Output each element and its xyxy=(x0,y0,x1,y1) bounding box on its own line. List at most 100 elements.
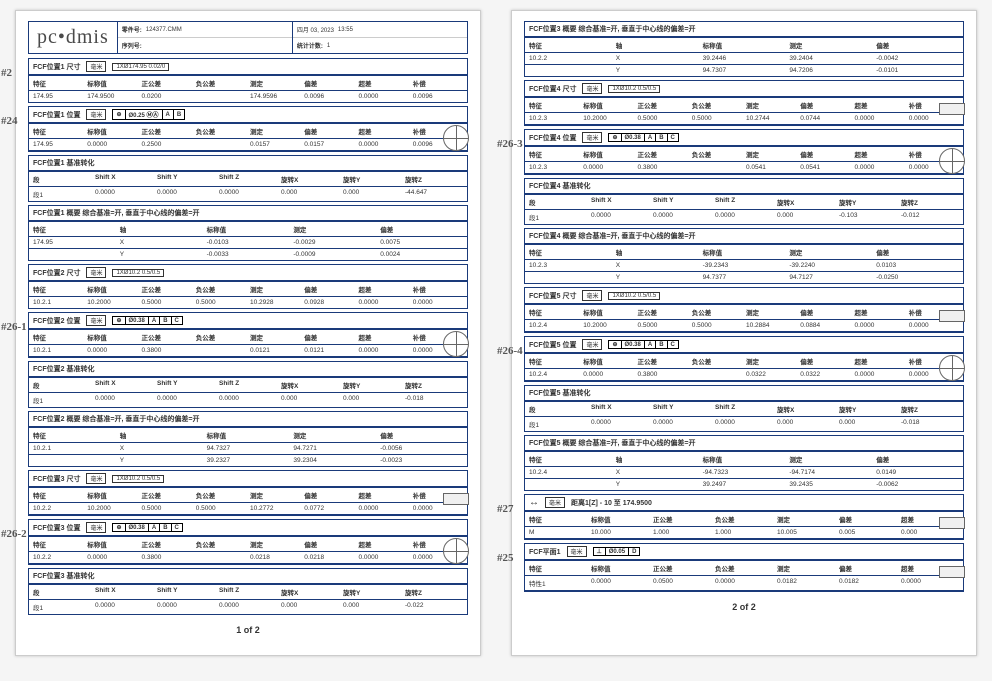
section-title: FCF位置4 尺寸毫米1XØ10.2 0.5/0.5 xyxy=(525,81,963,98)
column-header: 标称值 xyxy=(85,77,139,89)
data-cell: 10.2.1 xyxy=(31,346,85,355)
report-section: #2FCF位置1 尺寸毫米1XØ174.95 0.02/0特征标称值正公差负公差… xyxy=(28,58,468,103)
column-header-row: 特征轴标称值测定偏差 xyxy=(525,452,963,467)
column-header: 正公差 xyxy=(140,331,194,343)
data-cell: 39.2435 xyxy=(787,480,874,489)
column-header: 标称值 xyxy=(581,355,635,367)
column-header: 旋转Y xyxy=(837,196,899,208)
column-header: Shift X xyxy=(93,379,155,391)
unit-tag: 毫米 xyxy=(582,290,602,301)
data-row: 10.2.3X-39.2343-39.22400.0103 xyxy=(525,260,963,272)
handwritten-label: #27 xyxy=(497,503,514,515)
column-header: 标称值 xyxy=(589,562,651,574)
column-header: 轴 xyxy=(118,223,205,235)
data-cell: 0.0000 xyxy=(589,211,651,223)
data-row: 174.95174.95000.0200174.95960.00960.0000… xyxy=(29,91,467,102)
column-header: 测定 xyxy=(248,77,302,89)
data-cell: 0.0541 xyxy=(798,163,852,172)
report-section: FCF位置3 尺寸毫米1XØ10.2 0.5/0.5特征标称值正公差负公差测定偏… xyxy=(28,470,468,516)
column-header-row: 特征标称值正公差负公差测定偏差超差补偿 xyxy=(29,537,467,552)
data-cell: -94.7323 xyxy=(701,468,788,477)
data-cell: 0.0000 xyxy=(357,553,411,562)
unit-tag: 毫米 xyxy=(582,339,602,350)
data-cell xyxy=(690,370,744,379)
data-cell: 10.2.4 xyxy=(527,370,581,379)
column-header: 特征 xyxy=(527,355,581,367)
data-cell: 0.0322 xyxy=(798,370,852,379)
data-cell: 0.0000 xyxy=(713,418,775,430)
data-cell: 特性1 xyxy=(527,577,589,589)
data-cell: 0.5000 xyxy=(690,321,744,330)
column-header: 补偿 xyxy=(411,283,465,295)
data-cell: 0.0200 xyxy=(140,92,194,101)
data-cell: 0.0000 xyxy=(155,394,217,406)
column-header: Shift Y xyxy=(155,379,217,391)
data-cell: -39.2343 xyxy=(701,261,788,270)
column-header: 负公差 xyxy=(194,77,248,89)
column-header: 旋转X xyxy=(279,586,341,598)
column-header: 偏差 xyxy=(302,331,356,343)
column-header-row: 段Shift XShift YShift Z旋转X旋转Y旋转Z xyxy=(29,585,467,600)
column-header: 特征 xyxy=(527,562,589,574)
report-section: #26-3FCF位置4 位置毫米⊕Ø0.38ABC特征标称值正公差负公差测定偏差… xyxy=(524,129,964,175)
section-title: FCF位置3 概要 综合基准=开, 垂直于中心线的偏差=开 xyxy=(525,22,963,38)
target-icon xyxy=(443,331,469,357)
column-header-row: 特征标称值正公差负公差测定偏差超差补偿 xyxy=(29,76,467,91)
column-header: 特征 xyxy=(527,453,614,465)
data-cell: 0.0157 xyxy=(248,140,302,149)
logo: pc•dmis xyxy=(29,22,118,53)
gdt-frame: ⊕Ø0.25 ⓂⒶAB xyxy=(112,109,185,120)
data-cell: 10.2.2 xyxy=(527,54,614,63)
section-title: FCF位置3 位置毫米⊕Ø0.38ABC xyxy=(29,520,467,537)
column-header: 测定 xyxy=(248,331,302,343)
data-cell: 174.9500 xyxy=(85,92,139,101)
data-cell: 94.7327 xyxy=(205,444,292,453)
data-row: 10.2.40.00000.38000.03220.03220.00000.00… xyxy=(525,369,963,381)
data-cell: 0.0000 xyxy=(93,394,155,406)
column-header: 测定 xyxy=(248,125,302,137)
column-header-row: 段Shift XShift YShift Z旋转X旋转Y旋转Z xyxy=(525,402,963,417)
column-header: 旋转X xyxy=(279,379,341,391)
data-cell: 0.0000 xyxy=(899,577,961,589)
data-cell: 0.0000 xyxy=(357,140,411,149)
column-header: 特征 xyxy=(527,306,581,318)
stat-label: 统计计数: xyxy=(297,41,323,50)
data-cell: 0.0121 xyxy=(302,346,356,355)
data-cell: 174.95 xyxy=(31,92,85,101)
data-cell: 段1 xyxy=(31,601,93,613)
data-cell: 0.000 xyxy=(341,601,403,613)
page-1: pc•dmis 零件号:124377.CMM 序列号: 四月 03, 20231… xyxy=(15,10,481,656)
column-header: 超差 xyxy=(853,306,907,318)
unit-tag: 毫米 xyxy=(86,473,106,484)
section-title: FCF位置3 基准转化 xyxy=(29,569,467,585)
data-cell: 10.2.4 xyxy=(527,321,581,330)
column-header: 段 xyxy=(31,173,93,185)
column-header: 旋转Z xyxy=(899,403,961,415)
data-cell: 0.0000 xyxy=(85,346,139,355)
data-cell: X xyxy=(614,261,701,270)
column-header-row: 特征标称值正公差负公差测定偏差超差补偿 xyxy=(525,305,963,320)
data-cell: 0.000 xyxy=(341,188,403,200)
data-cell: 0.3800 xyxy=(140,553,194,562)
data-row: 10.2.30.00000.38000.05410.05410.00000.00… xyxy=(525,162,963,174)
column-header: 标称值 xyxy=(581,99,635,111)
handwritten-label: #26-4 xyxy=(497,345,523,357)
column-header: 正公差 xyxy=(140,77,194,89)
data-cell: 0.0000 xyxy=(589,577,651,589)
data-cell: 0.000 xyxy=(279,188,341,200)
data-cell: 94.7271 xyxy=(291,444,378,453)
column-header: 标称值 xyxy=(85,283,139,295)
column-header: 测定 xyxy=(787,39,874,51)
section-title: FCF位置2 基准转化 xyxy=(29,362,467,378)
section-title: FCF位置1 位置毫米⊕Ø0.25 ⓂⒶAB xyxy=(29,107,467,124)
column-header: 超差 xyxy=(357,283,411,295)
data-cell: 10.2000 xyxy=(85,298,139,307)
column-header-row: 特征标称值正公差负公差测定偏差超差补偿 xyxy=(29,330,467,345)
data-cell: 0.5000 xyxy=(140,298,194,307)
data-cell: 10.2000 xyxy=(85,504,139,513)
data-cell: -0.0103 xyxy=(205,238,292,247)
column-header: 偏差 xyxy=(798,148,852,160)
column-header: 超差 xyxy=(357,538,411,550)
data-cell: 10.2.3 xyxy=(527,163,581,172)
tolerance-tag: 1XØ10.2 0.5/0.5 xyxy=(112,269,164,277)
